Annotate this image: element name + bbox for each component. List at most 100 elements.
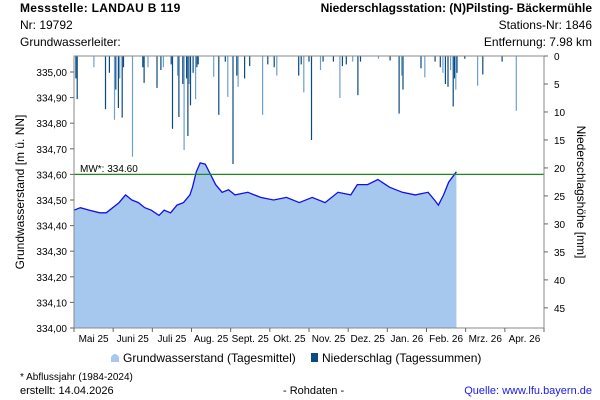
y-tick-label: 334,80: [36, 119, 67, 130]
raw-data-note: - Rohdaten -: [283, 385, 345, 397]
x-tick-label: Dez. 25: [351, 334, 386, 345]
precip-station-title: Niederschlagsstation: (N)Pilsting- Bäcke…: [320, 1, 592, 15]
precip-bar: [178, 56, 180, 117]
precip-bar: [236, 56, 238, 76]
precip-bar: [195, 56, 197, 100]
precip-bar: [456, 56, 458, 73]
precip-bar: [273, 56, 275, 68]
precip-bar: [76, 56, 78, 100]
source-link[interactable]: Quelle: www.lfu.bayern.de: [464, 385, 592, 397]
precip-bar: [119, 56, 121, 79]
precip-bar: [197, 56, 199, 65]
precip-bar: [213, 56, 215, 77]
precip-bar: [515, 56, 517, 111]
precip-bar: [308, 56, 310, 62]
precip-bar: [303, 56, 305, 93]
precip-bar: [196, 56, 198, 68]
precip-bar: [444, 56, 446, 84]
precip-bar: [501, 56, 503, 62]
y-tick-label: 334,30: [36, 247, 67, 258]
precip-bar: [420, 56, 422, 69]
precip-bar: [115, 56, 117, 90]
aquifer-label: Grundwasserleiter:: [20, 35, 121, 49]
precip-bar: [455, 56, 457, 90]
precip-bar: [447, 56, 449, 87]
precip-bar: [322, 56, 324, 62]
precip-bar: [104, 56, 107, 110]
y2-tick-label: 5: [554, 80, 560, 91]
precip-bar: [464, 56, 466, 59]
legend-precip-icon: [311, 353, 318, 362]
precip-bar: [93, 56, 95, 68]
y-tick-label: 335,00: [36, 68, 67, 79]
precip-bar: [160, 56, 162, 70]
precip-bar: [183, 56, 185, 150]
precip-bar: [189, 56, 192, 106]
precip-bar: [319, 56, 322, 70]
precip-bar: [108, 56, 110, 73]
precip-bar: [162, 56, 164, 68]
precip-bar: [357, 56, 359, 96]
precip-bar: [188, 56, 190, 84]
precip-bar: [352, 56, 354, 62]
y-tick-label: 334,40: [36, 222, 67, 233]
y2-tick-label: 40: [554, 276, 566, 287]
precip-bar: [224, 56, 226, 62]
x-tick-label: Okt. 25: [273, 334, 306, 345]
x-tick-label: Mai 25: [79, 334, 109, 345]
y2-tick-label: 10: [554, 108, 566, 119]
x-tick-label: Juni 25: [117, 334, 150, 345]
legend-groundwater: Grundwasserstand (Tagesmittel): [123, 351, 296, 365]
precip-bar: [453, 56, 456, 79]
y2-tick-label: 30: [554, 220, 566, 231]
x-tick-label: Feb. 26: [429, 334, 463, 345]
y2-tick-label: 25: [554, 192, 566, 203]
station-title: Messstelle: LANDAU B 119: [20, 1, 181, 15]
precip-bar: [345, 56, 347, 65]
precip-bar: [187, 56, 189, 136]
precip-bar: [450, 56, 452, 70]
precip-bar: [482, 56, 484, 75]
precip-bar: [434, 56, 436, 62]
y2-tick-label: 15: [554, 136, 566, 147]
precip-bar: [377, 56, 380, 59]
precip-bar: [300, 56, 302, 65]
precip-bar: [398, 56, 400, 114]
precip-bar: [452, 56, 454, 107]
created-date: erstellt: 14.04.2026: [20, 385, 114, 397]
precip-bar: [389, 56, 391, 61]
precip-bar: [276, 56, 278, 76]
x-tick-label: Aug. 25: [194, 334, 229, 345]
legend-precip: Niederschlag (Tagessummen): [322, 351, 481, 365]
precip-bar: [143, 56, 145, 83]
precip-bar: [262, 56, 264, 115]
precip-bar: [424, 56, 426, 78]
precip-bar: [401, 56, 403, 76]
y-tick-label: 334,00: [36, 324, 67, 335]
precip-bar: [227, 56, 229, 97]
precip-bar: [359, 56, 362, 62]
precip-bar: [192, 56, 194, 73]
x-tick-label: Mrz. 26: [469, 334, 503, 345]
precip-bar: [310, 56, 313, 140]
precip-bar: [249, 56, 251, 67]
y-tick-label: 334,60: [36, 170, 67, 181]
groundwater-line: [73, 162, 457, 217]
y-tick-label: 334,20: [36, 273, 67, 284]
y-axis-title: Grundwasserstand [m ü. NN]: [13, 115, 27, 270]
precip-bar: [267, 56, 269, 65]
precip-bar: [113, 56, 116, 120]
precip-bar: [75, 56, 77, 79]
x-tick-label: Nov. 25: [312, 334, 346, 345]
footnote: * Abflussjahr (1984-2024): [20, 372, 133, 383]
precip-bar: [186, 56, 188, 79]
precip-bar: [439, 56, 441, 68]
precip-bar: [142, 56, 144, 68]
legend-groundwater-icon: [111, 354, 119, 362]
precip-station-number: Stations-Nr: 1846: [498, 18, 592, 32]
y2-tick-label: 0: [554, 52, 560, 63]
x-tick-label: Jan. 26: [391, 334, 424, 345]
y-tick-label: 334,70: [36, 145, 67, 156]
